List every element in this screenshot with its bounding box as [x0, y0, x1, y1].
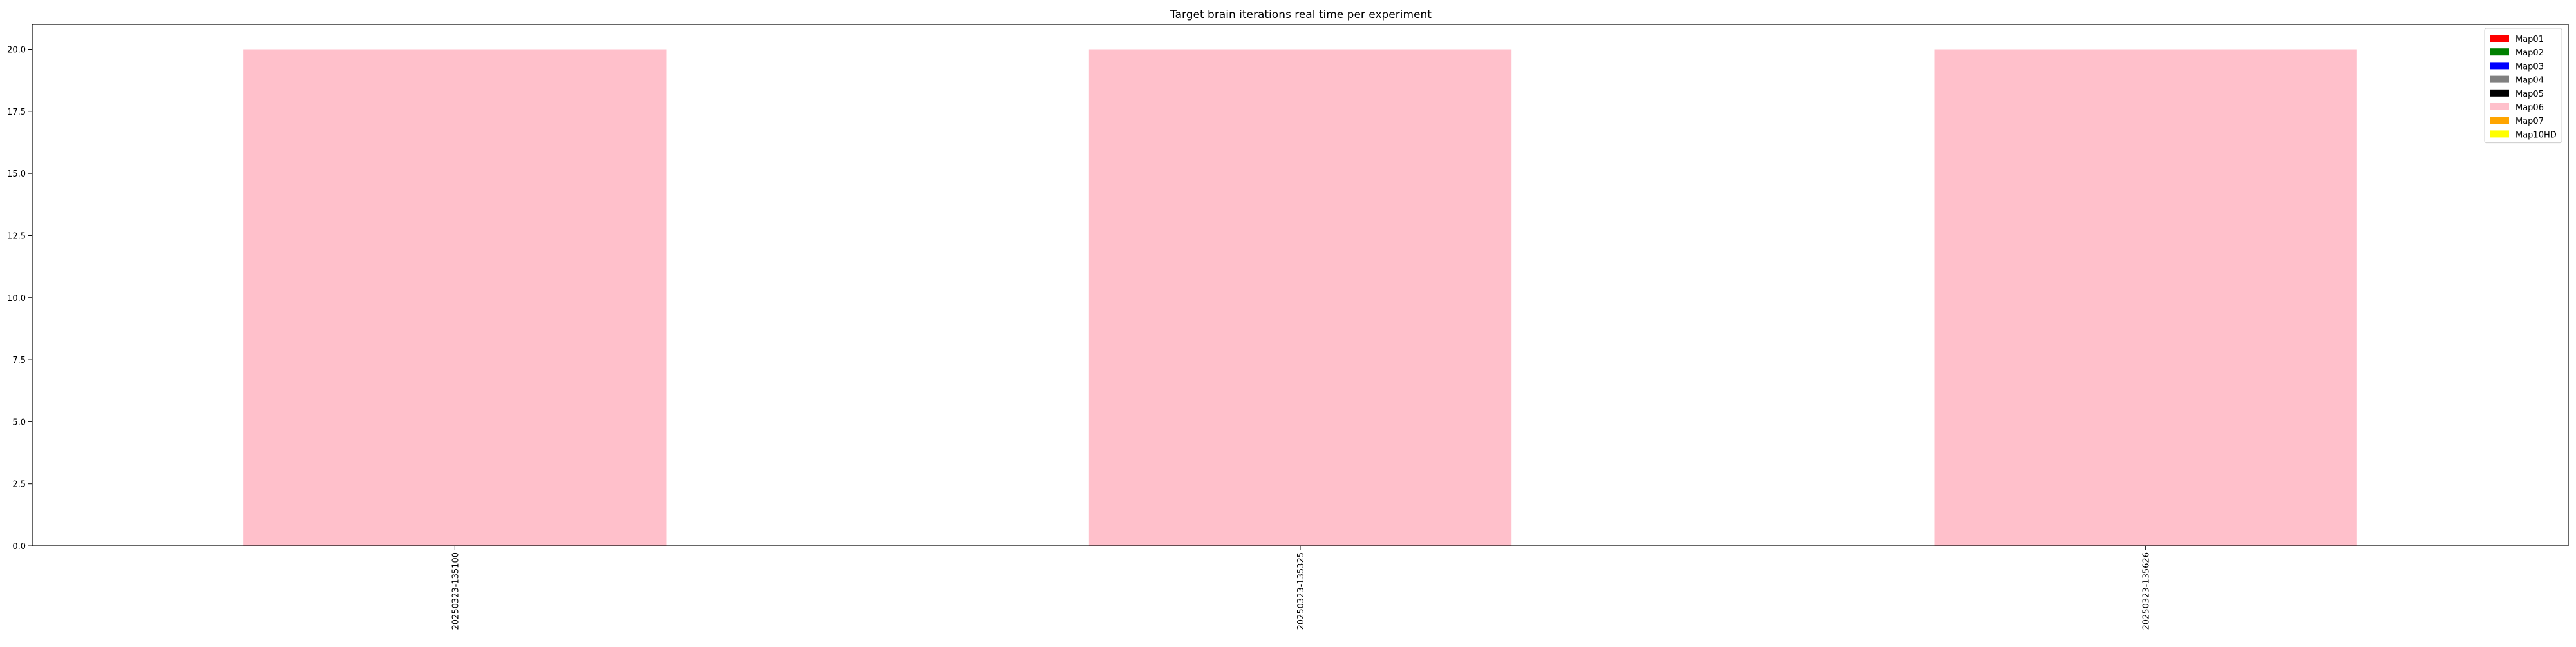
legend-label-map02: Map02: [2515, 48, 2544, 58]
legend-label-map10hd: Map10HD: [2515, 130, 2557, 140]
y-tick-label: 17.5: [7, 108, 26, 117]
legend-label-map01: Map01: [2515, 35, 2544, 44]
y-tick-label: 10.0: [7, 294, 26, 304]
legend-box: [2484, 28, 2562, 144]
y-tick-label: 0.0: [12, 542, 26, 552]
legend: Map01 Map02 Map03 Map04 Map05 Map06 Map07 Map10…: [2484, 28, 2562, 144]
chart-title: Target brain iterations real time per ex…: [1170, 8, 1432, 21]
x-tick-label: 20250323-135626: [2142, 552, 2152, 630]
legend-label-map06: Map06: [2515, 103, 2544, 113]
y-tick-label: 12.5: [7, 231, 26, 241]
y-tick-label: 15.0: [7, 169, 26, 179]
bar-map06-1: [1088, 49, 1512, 546]
legend-swatch-map07: [2490, 117, 2509, 124]
y-tick-label: 7.5: [12, 356, 26, 365]
y-axis: 0.0 2.5 5.0 7.5 10.0 12.5 15.0 17.5 20.0: [7, 46, 32, 552]
legend-swatch-map06: [2490, 103, 2509, 110]
y-tick-label: 2.5: [12, 480, 26, 490]
x-axis: 20250323-135100 20250323-135325 20250323-1…: [451, 546, 2152, 630]
legend-swatch-map10hd: [2490, 130, 2509, 138]
x-tick-label: 20250323-135100: [451, 552, 460, 630]
legend-swatch-map05: [2490, 89, 2509, 97]
legend-label-map07: Map07: [2515, 117, 2544, 126]
plot-frame: [32, 24, 2569, 546]
bar-map06-2: [1934, 49, 2357, 546]
legend-swatch-map01: [2490, 35, 2509, 42]
legend-label-map05: Map05: [2515, 90, 2544, 99]
legend-label-map03: Map03: [2515, 62, 2544, 72]
y-tick-label: 20.0: [7, 46, 26, 55]
x-tick-label: 20250323-135325: [1296, 552, 1306, 630]
legend-label-map04: Map04: [2515, 76, 2544, 86]
bar-map06-0: [243, 49, 667, 546]
bars-layer: [243, 49, 2357, 546]
y-tick-label: 5.0: [12, 418, 26, 427]
legend-swatch-map03: [2490, 62, 2509, 70]
legend-swatch-map02: [2490, 48, 2509, 56]
legend-swatch-map04: [2490, 75, 2509, 83]
